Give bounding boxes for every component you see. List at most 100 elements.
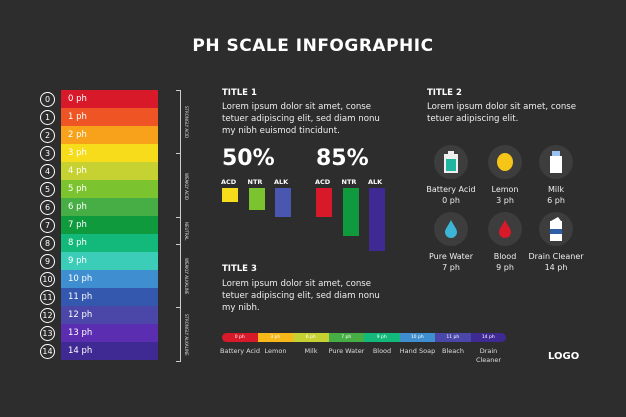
substance-name: Lemon	[491, 185, 519, 194]
ph-segment-label: Lemon	[264, 347, 287, 355]
scale-number: 1	[40, 109, 55, 125]
bar-label: ALK	[274, 178, 289, 186]
lemon-icon	[488, 145, 522, 179]
ph-segment: 14 ph	[470, 333, 506, 342]
ph-segment: 11 ph	[435, 333, 471, 342]
title-2-text: Lorem ipsum dolor sit amet, conse tetuer…	[427, 102, 577, 124]
side-label: STRONGLY ACID	[184, 105, 189, 139]
ph-segment-label: Milk	[304, 347, 318, 355]
drain-cleaner-icon	[539, 212, 573, 246]
scale-row: 13 13 ph	[40, 324, 158, 342]
bracket	[176, 245, 181, 308]
scale-number: 11	[40, 289, 55, 305]
substance-ph: 0 ph	[442, 196, 460, 205]
side-label: STRONGLY ALKALINE	[184, 314, 189, 356]
scale-cell: 11 ph	[61, 288, 158, 306]
side-label: WEAKLY ACID	[184, 172, 189, 200]
bar	[275, 188, 291, 218]
scale-row: 9 9 ph	[40, 252, 158, 270]
bracket	[176, 154, 181, 218]
bar-label: ACD	[315, 178, 331, 186]
ph-segment: 6 ph	[293, 333, 329, 342]
title-3: TITLE 3	[222, 264, 257, 274]
bar	[222, 188, 238, 202]
blood-drop-icon	[488, 212, 522, 246]
ph-segment-label: Bleach	[442, 347, 464, 355]
scale-cell: 7 ph	[61, 216, 158, 234]
scale-cell: 5 ph	[61, 180, 158, 198]
scale-cell: 3 ph	[61, 144, 158, 162]
scale-row: 1 1 ph	[40, 108, 158, 126]
scale-cell: 6 ph	[61, 198, 158, 216]
scale-number: 12	[40, 307, 55, 323]
side-label: WEAKLY ALKALINE	[184, 258, 189, 295]
substance-ph: 7 ph	[442, 263, 460, 272]
ph-segment: 9 ph	[364, 333, 400, 342]
percent-value: 50%	[222, 146, 275, 171]
scale-row: 14 14 ph	[40, 342, 158, 360]
scale-number: 4	[40, 163, 55, 179]
scale-cell: 1 ph	[61, 108, 158, 126]
scale-row: 11 11 ph	[40, 288, 158, 306]
scale-number: 8	[40, 235, 55, 251]
scale-row: 4 4 ph	[40, 162, 158, 180]
scale-cell: 9 ph	[61, 252, 158, 270]
scale-cell: 8 ph	[61, 234, 158, 252]
scale-number: 6	[40, 199, 55, 215]
scale-row: 6 6 ph	[40, 198, 158, 216]
bar	[316, 188, 332, 218]
bar-label: ALK	[368, 178, 383, 186]
bracket	[176, 308, 181, 362]
ph-segment-label: Drain Cleaner	[475, 347, 502, 364]
page-title: PH SCALE INFOGRAPHIC	[192, 36, 434, 56]
ph-segment: 0 ph	[222, 333, 258, 342]
bracket	[176, 90, 181, 154]
bar	[342, 188, 359, 236]
ph-segment-label: Battery Acid	[220, 347, 260, 355]
substance-name: Drain Cleaner	[528, 252, 584, 261]
water-drop-icon	[434, 212, 468, 246]
scale-row: 5 5 ph	[40, 180, 158, 198]
title-1-text: Lorem ipsum dolor sit amet, conse tetuer…	[222, 102, 380, 136]
scale-row: 10 10 ph	[40, 270, 158, 288]
bar-label: NTR	[247, 178, 263, 186]
scale-cell: 14 ph	[61, 342, 158, 360]
scale-number: 14	[40, 343, 55, 359]
substance-ph: 14 ph	[544, 263, 568, 272]
logo: LOGO	[548, 351, 580, 362]
scale-cell: 13 ph	[61, 324, 158, 342]
ph-segment-label: Blood	[372, 347, 392, 355]
scale-number: 2	[40, 127, 55, 143]
ph-segment: 3 ph	[257, 333, 293, 342]
scale-cell: 10 ph	[61, 270, 158, 288]
title-2: TITLE 2	[427, 88, 462, 98]
scale-row: 8 8 ph	[40, 234, 158, 252]
scale-number: 10	[40, 271, 55, 287]
scale-number: 7	[40, 217, 55, 233]
bar-label: NTR	[341, 178, 357, 186]
bar-label: ACD	[221, 178, 237, 186]
scale-row: 0 0 ph	[40, 90, 158, 108]
substance-name: Battery Acid	[426, 185, 476, 194]
bracket	[176, 218, 181, 245]
scale-cell: 0 ph	[61, 90, 158, 108]
substance-ph: 3 ph	[496, 196, 514, 205]
ph-segment-label: Hand Soap	[399, 347, 436, 355]
scale-number: 9	[40, 253, 55, 269]
substance-ph: 6 ph	[547, 196, 565, 205]
title-1: TITLE 1	[222, 88, 257, 98]
scale-number: 0	[40, 91, 55, 107]
substance-name: Milk	[548, 185, 564, 194]
ph-segment: 10 ph	[399, 333, 435, 342]
battery-icon	[434, 145, 468, 179]
ph-segment: 7 ph	[328, 333, 364, 342]
bar	[369, 188, 385, 251]
substance-name: Blood	[493, 252, 517, 261]
scale-cell: 4 ph	[61, 162, 158, 180]
milk-icon	[539, 145, 573, 179]
ph-segment-label: Pure Water	[328, 347, 365, 355]
title-3-text: Lorem ipsum dolor sit amet, conse tetuer…	[222, 279, 380, 313]
scale-row: 3 3 ph	[40, 144, 158, 162]
scale-row: 12 12 ph	[40, 306, 158, 324]
substance-name: Pure Water	[429, 252, 473, 261]
